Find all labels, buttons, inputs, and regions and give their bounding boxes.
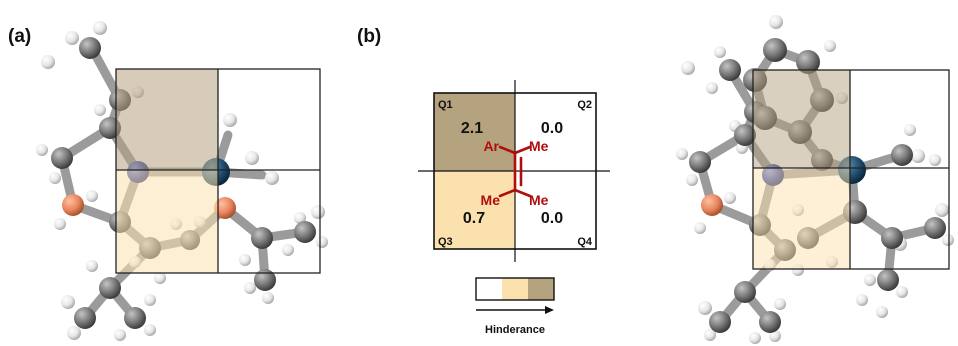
panel-c-model: [676, 15, 954, 344]
panel-c-quadrant-q1: [753, 70, 850, 168]
hinderance-label: Hinderance: [485, 324, 545, 336]
substituent-top-left: Ar: [483, 138, 499, 154]
quadrant-q1-value: 2.1: [461, 120, 483, 137]
quadrant-q2-label: Q2: [577, 99, 592, 111]
quadrant-q2-value: 0.0: [541, 120, 563, 137]
panel-b-quadrant-diagram: Q1 Q2 Q3 Q4 2.1 0.0 0.7 0.0 Ar Me Me Me: [418, 80, 610, 336]
panel-a-quadrant-q1: [116, 69, 218, 170]
substituent-bottom-left: Me: [481, 192, 501, 208]
panel-a-oxygen-atom: [62, 194, 84, 216]
panel-a-quadrant-grid: [115, 68, 321, 274]
quadrant-q1-fill: [434, 93, 515, 171]
panel-label-a: (a): [8, 26, 32, 47]
panel-c-quadrant-grid: [752, 69, 950, 270]
quadrant-q3-value: 0.7: [463, 210, 485, 227]
quadrant-q3-label: Q3: [438, 236, 453, 248]
substituent-bottom-right: Me: [529, 192, 549, 208]
panel-a-phosphorus-atom: [214, 197, 236, 219]
panel-c-oxygen-atom: [701, 194, 723, 216]
alkene-skeleton: [498, 145, 532, 198]
quadrant-q1-label: Q1: [438, 99, 453, 111]
panel-c-quadrant-q3: [753, 168, 850, 269]
panel-label-b: (b): [357, 26, 382, 47]
quadrant-q3-fill: [434, 171, 515, 249]
quadrant-q4-value: 0.0: [541, 210, 563, 227]
hinderance-legend: Hinderance: [475, 277, 555, 336]
substituent-top-right: Me: [529, 138, 549, 154]
panel-a-quadrant-q3: [116, 170, 218, 273]
quadrant-q4-label: Q4: [577, 236, 593, 248]
panel-a-model: [36, 21, 328, 341]
